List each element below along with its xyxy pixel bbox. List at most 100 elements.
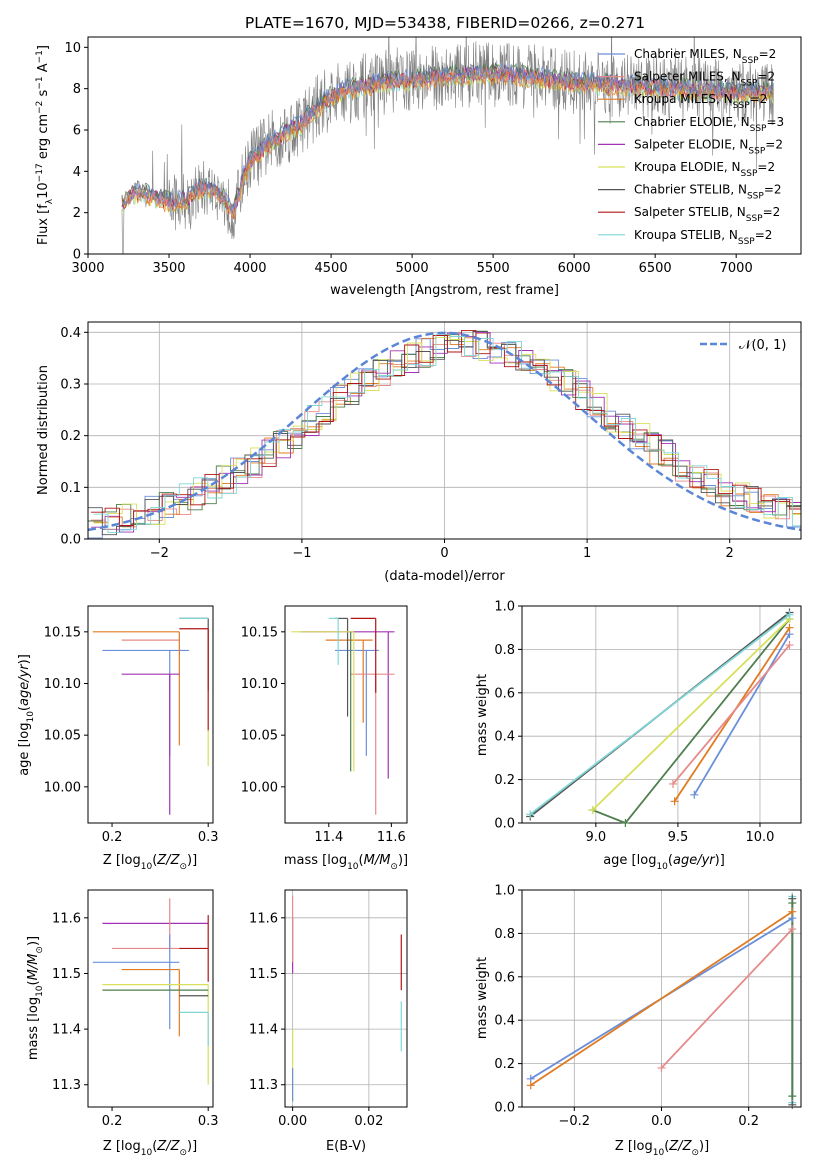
x-tick-label: 6000 — [558, 261, 591, 276]
histogram-salpeter_stelib — [90, 329, 801, 526]
y-tick-label: 0 — [73, 248, 81, 263]
y-axis-label: age [log10(age/yr)] — [17, 654, 36, 776]
y-tick-label: 0.6 — [494, 970, 515, 985]
legend-entry: Salpeter MILES, NSSP=2 — [634, 70, 775, 89]
weight-marker-salpeter_miles — [657, 1063, 666, 1072]
weight-marker-chabrier_elodie — [788, 899, 797, 908]
x-tick-label: 0.2 — [738, 1114, 759, 1129]
plot-area — [529, 611, 791, 823]
weight-line-kroupa_miles — [530, 910, 793, 1087]
x-tick-label: 7000 — [720, 261, 753, 276]
y-tick-label: 0.4 — [60, 326, 81, 341]
weight-line-salpeter_miles — [660, 928, 793, 1069]
axes-frame — [87, 36, 802, 255]
x-tick-label: 6500 — [639, 261, 672, 276]
y-tick-label: 10.10 — [241, 677, 278, 692]
y-axis-label: Flux [fλ10−17 erg cm−2 s−1 A−1] — [35, 45, 55, 245]
model-spectrum-chabrier_miles — [121, 62, 774, 213]
weight-marker-kroupa_stelib — [785, 610, 794, 619]
x-axis-label: mass [log10(M/M⊙)] — [284, 853, 408, 872]
y-axis-label: mass weight — [475, 957, 490, 1039]
x-axis-label: wavelength [Angstrom, rest frame] — [330, 283, 559, 298]
legend-entry: Chabrier MILES, NSSP=2 — [634, 47, 776, 66]
x-tick-label: 11.4 — [314, 830, 343, 845]
figure-title: PLATE=1670, MJD=53438, FIBERID=0266, z=0… — [245, 14, 645, 32]
x-axis-label: Z [log10(Z/Z⊙)] — [615, 1139, 709, 1158]
y-tick-label: 10.15 — [44, 625, 81, 640]
x-tick-label: 9.0 — [586, 830, 607, 845]
y-tick-label: 11.5 — [249, 967, 278, 982]
y-tick-label: 10.00 — [241, 780, 278, 795]
y-tick-label: 2 — [73, 206, 81, 221]
weight-marker-kroupa_elodie — [588, 805, 597, 814]
y-tick-label: 1.0 — [494, 600, 515, 615]
y-tick-label: 6 — [73, 124, 81, 139]
legend-entry: Kroupa ELODIE, NSSP=2 — [634, 160, 775, 179]
weight-marker-chabrier_stelib — [788, 1100, 797, 1109]
histogram-salpeter_miles — [90, 333, 801, 530]
plot-area — [530, 896, 794, 1105]
y-tick-label: 8 — [73, 82, 81, 97]
y-tick-label: 11.5 — [52, 967, 81, 982]
x-tick-label: 0.00 — [278, 1114, 307, 1129]
x-axis-label: (data-model)/error — [384, 569, 505, 584]
y-axis-label: mass weight — [475, 674, 490, 756]
axes-age_vs_Z: 0.2 0.3 10.00 10.05 10.10 10.15 Z [log10(Z/Z⊙)… — [17, 605, 219, 872]
weight-line-chabrier_miles — [693, 633, 791, 796]
y-tick-label: 0.8 — [494, 643, 515, 658]
x-tick-label: 0.2 — [102, 1114, 123, 1129]
y-tick-label: 0.3 — [60, 378, 81, 393]
weight-marker-kroupa_miles — [526, 1081, 535, 1090]
x-tick-label: 4000 — [233, 261, 266, 276]
histogram-chabrier_stelib — [88, 331, 801, 536]
weight-line-chabrier_elodie — [592, 618, 791, 823]
axes-frame — [87, 889, 214, 1108]
y-tick-label: 11.3 — [249, 1078, 278, 1093]
axes-frame — [284, 605, 408, 824]
x-tick-label: 0.2 — [102, 830, 123, 845]
x-tick-label: 5000 — [396, 261, 429, 276]
y-tick-label: 10.05 — [44, 729, 81, 744]
y-tick-label: 10.05 — [241, 729, 278, 744]
y-tick-label: 10.00 — [44, 780, 81, 795]
y-tick-label: 0.0 — [60, 533, 81, 548]
axes-frame — [521, 605, 802, 824]
x-tick-label: 1 — [583, 546, 591, 561]
y-tick-label: 4 — [73, 165, 81, 180]
axes-residuals: −2 −1 0 1 2 0.0 0.1 0.2 0.3 0.4 𝒩(0, 1) (data-model… — [36, 321, 802, 584]
axes-spectrum: 3000 3500 4000 4500 5000 5500 6000 6500 7000 0 2 4 6… — [35, 36, 802, 298]
legend-entry: Kroupa MILES, NSSP=2 — [634, 92, 767, 111]
axes-weight_vs_age: 9.0 9.5 10.0 0.0 0.2 0.4 0.6 0.8 1.0 age [log10(a… — [475, 600, 802, 872]
legend-entry: 𝒩(0, 1) — [739, 338, 786, 353]
weight-marker-kroupa_miles — [670, 797, 679, 806]
axes-weight_vs_Z: −0.2 0.0 0.2 0.0 0.2 0.4 0.6 0.8 1.0 Z [log10(Z/Z… — [475, 884, 802, 1158]
x-tick-label: 3500 — [152, 261, 185, 276]
x-axis-label: Z [log10(Z/Z⊙)] — [103, 853, 197, 872]
histogram-salpeter_elodie — [90, 331, 801, 533]
model-spectrum-chabrier_elodie — [121, 61, 774, 214]
y-tick-label: 10 — [64, 41, 81, 56]
x-tick-label: 0 — [440, 546, 448, 561]
y-tick-label: 11.6 — [52, 911, 81, 926]
legend-entry: Kroupa STELIB, NSSP=2 — [634, 228, 772, 247]
weight-marker-kroupa_miles — [785, 623, 794, 632]
x-tick-label: 11.6 — [377, 830, 406, 845]
legend-entry: Chabrier ELODIE, NSSP=3 — [634, 115, 784, 134]
weight-marker-salpeter_miles — [785, 641, 794, 650]
y-tick-label: 0.8 — [494, 927, 515, 942]
x-axis-label: Z [log10(Z/Z⊙)] — [103, 1139, 197, 1158]
x-tick-label: 10.0 — [745, 830, 774, 845]
y-tick-label: 11.4 — [249, 1023, 278, 1038]
x-axis-label: E(B-V) — [326, 1139, 366, 1154]
y-tick-label: 0.2 — [494, 773, 515, 788]
x-axis-label: age [log10(age/yr)] — [603, 853, 725, 872]
y-tick-label: 10.15 — [241, 625, 278, 640]
x-tick-label: −0.2 — [559, 1114, 591, 1129]
y-tick-label: 0.2 — [60, 429, 81, 444]
x-tick-label: 0.02 — [354, 1114, 383, 1129]
legend-entry: Salpeter ELODIE, NSSP=2 — [634, 137, 783, 156]
legend-entry: Salpeter STELIB, NSSP=2 — [634, 205, 780, 224]
histogram-kroupa_stelib — [93, 333, 801, 534]
x-tick-label: 0.0 — [651, 1114, 672, 1129]
